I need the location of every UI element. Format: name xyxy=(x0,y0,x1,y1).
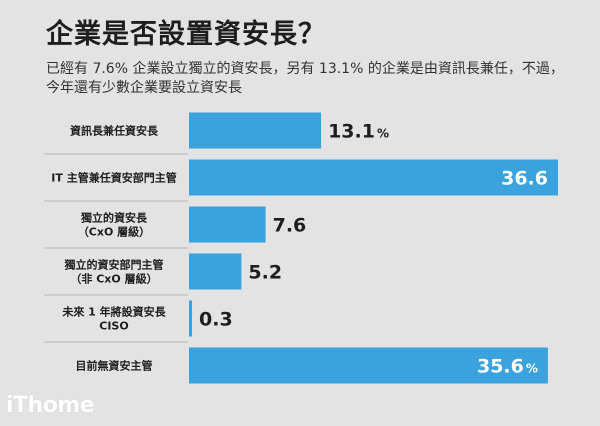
bar-3 xyxy=(189,253,242,290)
value-label-3: 5.2 xyxy=(248,262,282,284)
category-label-2-1: （CxO 層級） xyxy=(78,225,150,239)
bar-2 xyxy=(189,206,266,243)
bar-chart: 資訊長兼任資安長 13.1% IT 主管兼任資安部門主管 36.6 獨立的資安長 （CxO… xyxy=(0,108,600,390)
value-number-1: 36.6 xyxy=(501,168,548,190)
bar-chart-svg: 資訊長兼任資安長 13.1 % IT 主管兼任資安部門主管 36.6 獨立的資安長（CxO… xyxy=(44,112,558,384)
category-label-4-1: CISO xyxy=(99,320,128,333)
category-label-1-0: IT 主管兼任資安部門主管 xyxy=(51,171,176,185)
value-unit-5: % xyxy=(526,362,538,376)
bar-0 xyxy=(189,112,322,149)
page-subtitle: 已經有 7.6% 企業設立獨立的資安長，另有 13.1% 的企業是由資訊長兼任，… xyxy=(46,61,564,96)
page-title: 企業是否設置資安長？ xyxy=(46,19,326,50)
value-number-4: 0.3 xyxy=(199,309,233,331)
category-label-4-0: 未來 1 年將設資安長 xyxy=(61,305,166,319)
category-label-0-0: 資訊長兼任資安長 xyxy=(70,124,159,138)
bar-1 xyxy=(189,159,558,196)
value-number-3: 5.2 xyxy=(248,262,282,284)
value-label-4: 0.3 xyxy=(199,309,233,331)
category-label-2-0: 獨立的資安長 xyxy=(80,211,148,225)
value-number-5: 35.6 xyxy=(477,356,524,378)
bar-5 xyxy=(189,347,548,384)
value-label-2: 7.6 xyxy=(273,215,307,237)
bar-4 xyxy=(189,300,193,337)
value-unit-0: % xyxy=(377,127,389,141)
value-label-0: 13.1% xyxy=(328,121,389,143)
value-label-5: 35.6% xyxy=(477,356,538,378)
category-label-3-1: （非 CxO 層級） xyxy=(70,272,157,286)
value-number-2: 7.6 xyxy=(273,215,307,237)
value-number-0: 13.1 xyxy=(328,121,375,143)
category-label-5-0: 目前無資安主管 xyxy=(76,359,153,373)
ithome-logo: iThome xyxy=(6,393,95,418)
category-label-3-0: 獨立的資安部門主管 xyxy=(64,258,164,272)
value-label-1: 36.6 xyxy=(501,168,548,190)
